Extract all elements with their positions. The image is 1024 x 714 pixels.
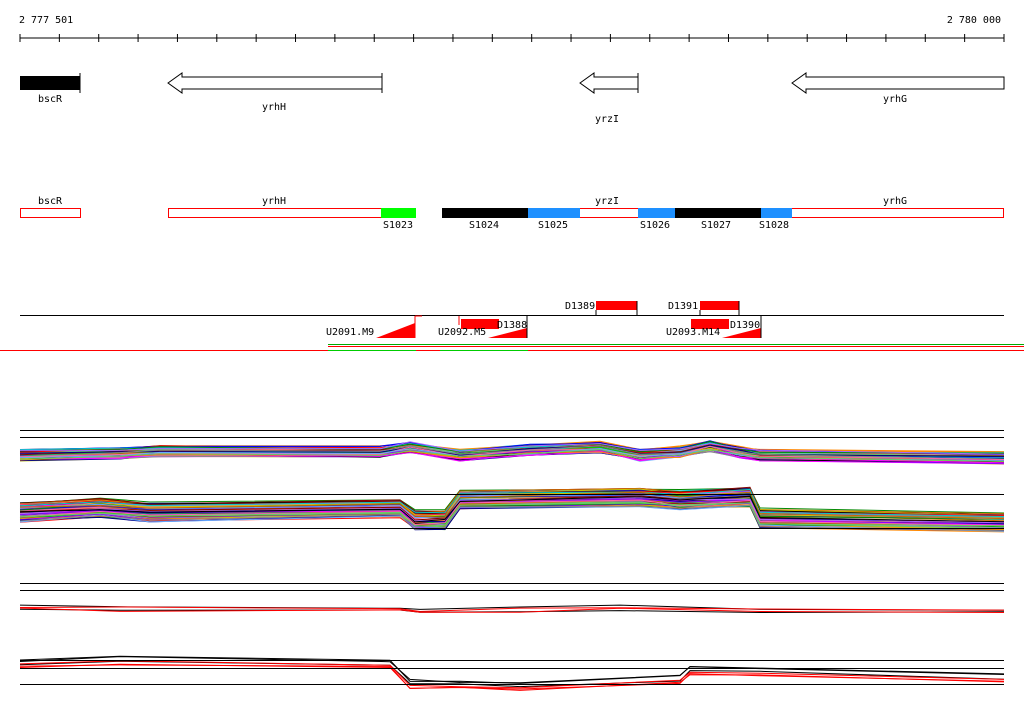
feature-D1388[interactable]: D1388: [497, 316, 528, 338]
gene-yrhH-arrow[interactable]: [167, 72, 383, 94]
segment-label-S1028: S1028: [759, 220, 789, 231]
feature-label-D1391: D1391: [668, 301, 698, 312]
profile-line: [19, 441, 1005, 455]
segment-S1026[interactable]: [638, 208, 675, 218]
profile-line: [19, 502, 1005, 527]
profile-line: [19, 495, 1005, 523]
segment-S1024[interactable]: [442, 208, 528, 218]
feature-label-U2091-M9: U2091.M9: [326, 327, 374, 338]
segment-label-S1027: S1027: [701, 220, 731, 231]
profile-line: [19, 660, 1005, 689]
gene-yrhH-label: yrhH: [262, 102, 286, 113]
gene-yrzI-arrow[interactable]: [579, 72, 639, 94]
gene-bscR-block[interactable]: [20, 76, 80, 90]
gene-box-bscR[interactable]: [20, 208, 81, 218]
gene-box-yrhH[interactable]: [168, 208, 383, 218]
feature-label-D1389: D1389: [565, 301, 595, 312]
profile-line: [19, 504, 1005, 532]
segment-label-S1025: S1025: [538, 220, 568, 231]
gene-yrhG-label: yrhG: [883, 94, 907, 105]
feature-label-D1388: D1388: [497, 320, 527, 331]
segment-label-S1024: S1024: [469, 220, 499, 231]
segment-gene-label-yrhH: yrhH: [262, 196, 286, 207]
gene-track[interactable]: bscR yrhH yrzI yrhG: [20, 72, 1005, 125]
feature-D1390[interactable]: D1390: [730, 316, 762, 338]
feature-U2093-M14[interactable]: U2093.M14: [666, 319, 761, 338]
feature-label-U2093-M14: U2093.M14: [666, 327, 720, 338]
coordinate-ruler: 2 777 501 2 780 000: [19, 15, 1005, 42]
segment-gene-label-yrhG: yrhG: [883, 196, 907, 207]
ruler-end-label: 2 780 000: [947, 15, 1001, 26]
feature-U2091-M9[interactable]: U2091.M9: [326, 315, 422, 338]
expression-profiles-lower-frame: [20, 583, 1004, 591]
gene-box-yrhG[interactable]: [760, 208, 1004, 218]
gene-yrzI-label: yrzI: [595, 114, 619, 125]
segments-track[interactable]: bscR yrhH yrzI yrhG S1023 S1024 S1025 S1…: [20, 196, 1004, 231]
feature-U2092-M5[interactable]: U2092.M5: [438, 316, 527, 338]
segment-label-S1023: S1023: [383, 220, 413, 231]
gene-bscR-label: bscR: [38, 94, 63, 105]
profile-line: [19, 491, 1005, 520]
expression-profiles-middle: [19, 486, 1005, 533]
expression-profiles-upper: [19, 430, 1005, 465]
segment-S1027[interactable]: [675, 208, 761, 218]
feature-label-U2092-M5: U2092.M5: [438, 327, 486, 338]
profile-line: [19, 448, 1005, 462]
segment-S1025[interactable]: [528, 208, 580, 218]
feature-D1389[interactable]: D1389: [565, 301, 638, 315]
segment-S1028[interactable]: [761, 208, 792, 218]
features-track[interactable]: D1389 D1391 U2091.M9 U2092.M5 D1388: [0, 301, 1024, 351]
gene-yrhG-arrow[interactable]: [791, 72, 1005, 94]
ruler-ticks: [19, 34, 1005, 42]
gene-yrhG[interactable]: yrhG: [791, 72, 1005, 105]
profile-line: [19, 606, 1005, 613]
expression-profiles-bottom: [19, 655, 1005, 691]
profile-line: [19, 656, 1005, 684]
feature-label-D1390: D1390: [730, 320, 760, 331]
profile-line: [19, 488, 1005, 517]
feature-D1391[interactable]: D1391: [668, 301, 740, 315]
profile-line: [19, 445, 1005, 460]
gene-yrhH[interactable]: yrhH: [167, 72, 383, 113]
gene-yrzI[interactable]: yrzI: [579, 72, 639, 125]
ruler-start-label: 2 777 501: [19, 15, 73, 26]
profile-line: [19, 499, 1005, 527]
segment-label-S1026: S1026: [640, 220, 670, 231]
coverage-lines: [0, 344, 1024, 351]
expression-profiles-lower: [19, 604, 1005, 614]
segment-gene-label-bscR: bscR: [38, 196, 63, 207]
segment-S1023[interactable]: [381, 208, 416, 218]
profile-line: [19, 607, 1005, 613]
segment-gene-label-yrzI: yrzI: [595, 196, 619, 207]
profile-line: [19, 664, 1005, 691]
gene-bscR[interactable]: bscR: [20, 73, 81, 105]
profile-line: [19, 445, 1005, 460]
